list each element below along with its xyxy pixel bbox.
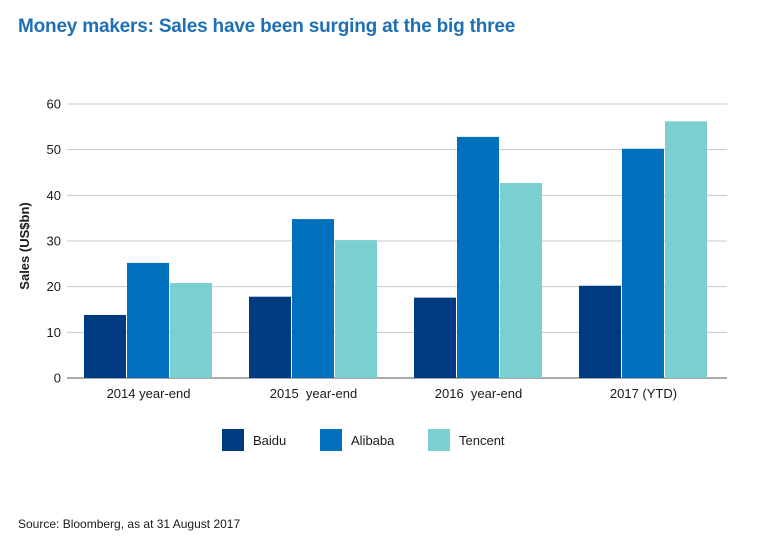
bar-alibaba-2 [457, 136, 499, 378]
legend-label-alibaba: Alibaba [351, 433, 395, 448]
source-note: Source: Bloomberg, as at 31 August 2017 [18, 517, 241, 531]
x-tick-label: 2015 year-end [270, 386, 357, 401]
bar-tencent-1 [335, 240, 377, 378]
y-tick-label: 10 [47, 325, 61, 340]
bars [84, 121, 707, 378]
bar-baidu-3 [579, 285, 621, 378]
bar-baidu-1 [249, 296, 291, 378]
legend-label-baidu: Baidu [253, 433, 286, 448]
x-tick-label: 2014 year-end [107, 386, 191, 401]
x-tick-label: 2016 year-end [435, 386, 522, 401]
bar-alibaba-3 [622, 148, 664, 378]
bar-baidu-0 [84, 314, 126, 378]
x-tick-label: 2017 (YTD) [610, 386, 677, 401]
bar-alibaba-0 [127, 262, 169, 378]
y-tick-labels: 0 10 20 30 40 50 60 [47, 97, 61, 386]
bar-tencent-0 [170, 283, 212, 378]
y-tick-label: 20 [47, 279, 61, 294]
bar-baidu-2 [414, 297, 456, 378]
legend-swatch-baidu [222, 429, 244, 451]
chart-title: Money makers: Sales have been surging at… [18, 16, 516, 37]
bar-tencent-3 [665, 121, 707, 378]
bar-tencent-2 [500, 183, 542, 378]
bar-alibaba-1 [292, 219, 334, 378]
y-tick-label: 40 [47, 188, 61, 203]
legend-label-tencent: Tencent [459, 433, 505, 448]
legend-swatch-tencent [428, 429, 450, 451]
y-tick-label: 60 [47, 97, 61, 112]
legend-swatch-alibaba [320, 429, 342, 451]
y-tick-label: 30 [47, 234, 61, 249]
y-tick-label: 50 [47, 142, 61, 157]
y-axis-label: Sales (US$bn) [17, 202, 32, 289]
y-tick-label: 0 [54, 371, 61, 386]
x-tick-labels: 2014 year-end 2015 year-end 2016 year-end 2… [107, 386, 678, 401]
legend: Baidu Alibaba Tencent [222, 429, 505, 451]
